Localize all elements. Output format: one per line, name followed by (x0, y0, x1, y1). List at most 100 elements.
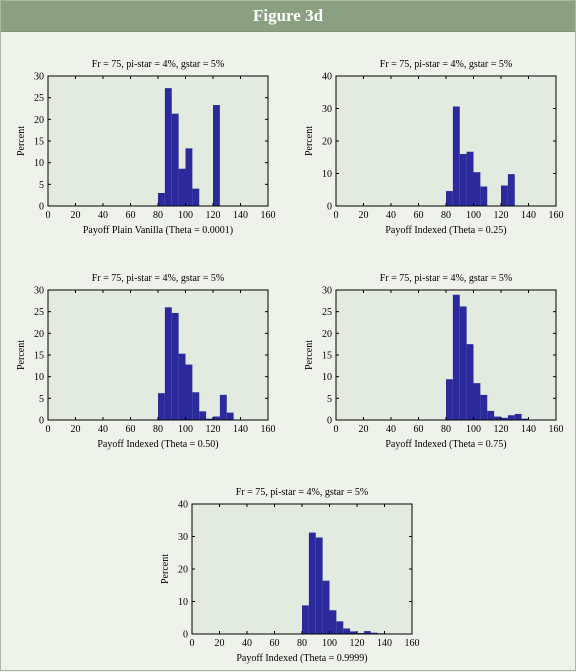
x-tick-label: 120 (350, 638, 365, 649)
y-tick-label: 40 (178, 500, 188, 511)
y-tick-label: 20 (322, 329, 332, 340)
x-tick-label: 40 (386, 424, 396, 435)
y-axis-label: Percent (304, 340, 315, 370)
y-tick-label: 0 (327, 202, 332, 213)
x-tick-label: 0 (46, 424, 51, 435)
histogram-bar (480, 186, 488, 206)
chart-title: Fr = 75, pi-star = 4%, gstar = 5% (92, 273, 224, 284)
x-tick-label: 80 (297, 638, 307, 649)
y-axis-label: Percent (16, 340, 27, 370)
histogram-bar (171, 113, 179, 206)
y-tick-label: 30 (34, 286, 44, 297)
histogram-bar (363, 631, 371, 634)
histogram-bar (158, 393, 165, 420)
y-tick-label: 10 (178, 597, 188, 608)
x-tick-label: 120 (494, 210, 509, 221)
x-tick-label: 100 (466, 210, 481, 221)
histogram-bar (213, 416, 220, 420)
x-tick-label: 160 (549, 424, 564, 435)
x-tick-label: 140 (521, 210, 536, 221)
histogram-bar (343, 628, 351, 634)
histogram-bar (329, 610, 337, 634)
histogram-bar (507, 415, 515, 420)
x-tick-label: 60 (414, 424, 424, 435)
y-tick-label: 10 (34, 158, 44, 169)
figure-title: Figure 3d (1, 1, 575, 32)
histogram-bar (336, 621, 344, 634)
histogram-bar (452, 294, 460, 420)
y-tick-label: 30 (178, 532, 188, 543)
histogram-bar (466, 344, 474, 420)
histogram-bar (452, 106, 460, 206)
x-tick-label: 0 (334, 424, 339, 435)
histogram-bar (164, 88, 172, 206)
histogram-bar (473, 172, 481, 206)
x-tick-label: 100 (178, 210, 193, 221)
x-tick-label: 60 (270, 638, 280, 649)
x-axis-label: Payoff Plain Vanilla (Theta = 0.0001) (83, 225, 233, 236)
histogram-bar (199, 411, 207, 420)
x-tick-label: 140 (521, 424, 536, 435)
y-axis-label: Percent (304, 126, 315, 156)
x-tick-label: 100 (178, 424, 193, 435)
x-tick-label: 20 (71, 210, 81, 221)
histogram-bar (171, 312, 179, 420)
y-tick-label: 0 (183, 630, 188, 641)
x-tick-label: 40 (386, 210, 396, 221)
y-tick-label: 25 (322, 307, 332, 318)
histogram-bar (521, 418, 529, 420)
histogram-bar (302, 605, 309, 634)
x-tick-label: 20 (215, 638, 225, 649)
histogram-bar (501, 417, 508, 420)
histogram-bar (315, 537, 323, 634)
histogram-bar (514, 413, 522, 420)
y-tick-label: 15 (34, 137, 44, 148)
x-tick-label: 140 (233, 424, 248, 435)
x-tick-label: 160 (261, 424, 276, 435)
histogram-bar (473, 383, 481, 420)
y-tick-label: 10 (34, 372, 44, 383)
x-tick-label: 60 (126, 210, 136, 221)
y-tick-label: 0 (39, 202, 44, 213)
x-tick-label: 0 (190, 638, 195, 649)
x-tick-label: 20 (71, 424, 81, 435)
histogram-bar (308, 532, 316, 634)
y-tick-label: 20 (178, 565, 188, 576)
histogram-bar (219, 394, 227, 420)
histogram-bar (164, 307, 172, 420)
chart-title: Fr = 75, pi-star = 4%, gstar = 5% (380, 59, 512, 70)
histogram-bar (206, 418, 213, 420)
x-tick-label: 160 (405, 638, 420, 649)
x-tick-label: 160 (261, 210, 276, 221)
x-tick-label: 40 (98, 424, 108, 435)
x-axis-label: Payoff Indexed (Theta = 0.75) (385, 439, 506, 450)
x-tick-label: 140 (377, 638, 392, 649)
x-tick-label: 80 (153, 210, 163, 221)
y-axis-label: Percent (160, 554, 171, 584)
y-tick-label: 25 (34, 307, 44, 318)
x-tick-label: 120 (206, 424, 221, 435)
y-axis-label: Percent (16, 126, 27, 156)
y-tick-label: 30 (322, 286, 332, 297)
histogram-bar (494, 416, 501, 420)
y-tick-label: 10 (322, 169, 332, 180)
x-tick-label: 100 (466, 424, 481, 435)
x-tick-label: 100 (322, 638, 337, 649)
x-tick-label: 160 (549, 210, 564, 221)
y-tick-label: 0 (39, 416, 44, 427)
histogram-bar (158, 193, 165, 206)
y-tick-label: 0 (327, 416, 332, 427)
x-tick-label: 80 (153, 424, 163, 435)
histogram-bar (501, 185, 508, 206)
y-tick-label: 30 (34, 72, 44, 83)
x-tick-label: 60 (414, 210, 424, 221)
y-tick-label: 15 (322, 351, 332, 362)
histogram-bar (213, 105, 220, 206)
y-tick-label: 40 (322, 72, 332, 83)
y-tick-label: 20 (34, 115, 44, 126)
